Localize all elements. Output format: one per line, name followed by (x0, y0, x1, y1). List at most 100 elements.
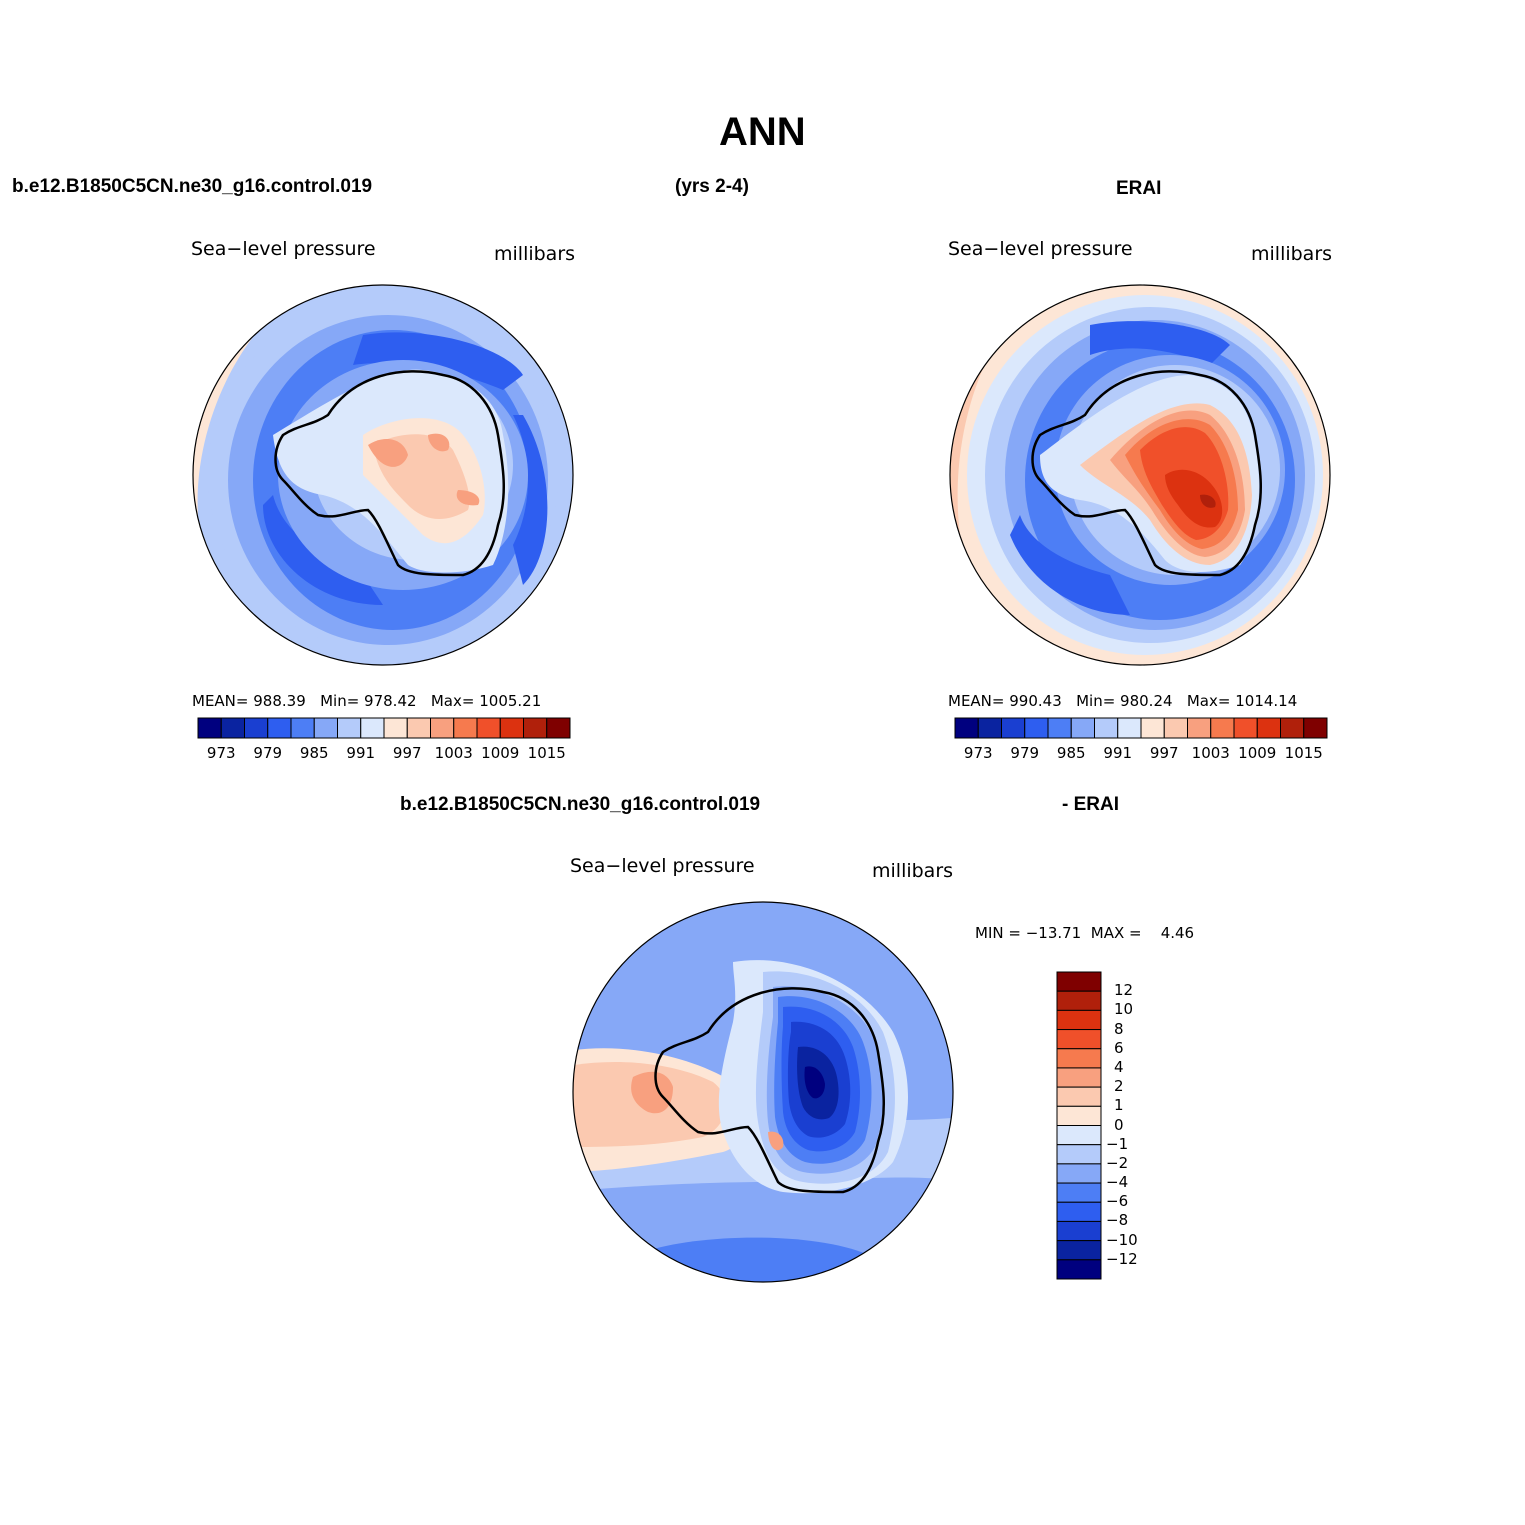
colorbar-swatch (1024, 717, 1049, 739)
colorbar-tick-label: 973 (963, 744, 993, 762)
colorbar-swatch (1056, 1240, 1102, 1261)
max-label: MAX = (1090, 924, 1142, 942)
colorbar-swatch (546, 717, 571, 739)
colorbar-tick-label: 991 (346, 744, 376, 762)
colorbar-swatch (1280, 717, 1305, 739)
colorbar-swatch (977, 717, 1002, 739)
colorbar-swatch (244, 717, 269, 739)
colorbar-swatch (1094, 717, 1119, 739)
colorbar-swatch (1056, 971, 1102, 992)
colorbar-swatch (1056, 1086, 1102, 1107)
model-stats: MEAN= 988.39 Min= 978.42 Max= 1005.21 (192, 692, 541, 710)
colorbar-swatch (1163, 717, 1188, 739)
diff-colorbar (1056, 971, 1102, 1280)
colorbar-tick-label: −6 (1106, 1192, 1129, 1211)
colorbar-tick-label: −2 (1106, 1153, 1129, 1172)
obs-name-label: ERAI (1116, 178, 1162, 199)
colorbar-swatch (1047, 717, 1072, 739)
model-units-label: millibars (494, 243, 576, 265)
colorbar-swatch (1233, 717, 1258, 739)
colorbar-swatch (1056, 1220, 1102, 1242)
obs-colorbar-labels: 973 979 985 991 997 1003 1009 1015 (955, 744, 1327, 764)
colorbar-swatch (430, 717, 455, 739)
colorbar-swatch (360, 717, 385, 739)
colorbar-swatch (290, 717, 315, 739)
colorbar-tick-label: −1 (1106, 1134, 1129, 1153)
colorbar-tick-label: 1009 (1238, 744, 1277, 762)
diff-case-name-label: b.e12.B1850C5CN.ne30_g16.control.019 (400, 794, 761, 815)
colorbar-swatch (954, 717, 979, 739)
model-variable-label: Sea−level pressure (191, 238, 376, 260)
max-value: 4.46 (1160, 924, 1195, 942)
diff-stats: MIN = −13.71 MAX = 4.46 (975, 924, 1194, 942)
colorbar-swatch (1187, 717, 1212, 739)
colorbar-swatch (1256, 717, 1281, 739)
colorbar-tick-label: 8 (1114, 1019, 1124, 1038)
model-colorbar-labels: 973 979 985 991 997 1003 1009 1015 (198, 744, 570, 764)
colorbar-tick-label: 997 (1149, 744, 1179, 762)
mean-value: 988.39 (253, 692, 306, 710)
colorbar-tick-label: 1003 (1191, 744, 1230, 762)
mean-label: MEAN= (948, 692, 1005, 710)
colorbar-tick-label: 1015 (1284, 744, 1323, 762)
colorbar-tick-label: −8 (1106, 1211, 1129, 1230)
colorbar-tick-label: 10 (1114, 1000, 1134, 1019)
diff-polar-map (572, 901, 954, 1283)
colorbar-swatch (313, 717, 338, 739)
colorbar-tick-label: −4 (1106, 1173, 1129, 1192)
colorbar-tick-label: −12 (1106, 1249, 1138, 1268)
colorbar-tick-label: 4 (1114, 1057, 1124, 1076)
mean-label: MEAN= (192, 692, 249, 710)
colorbar-swatch (1056, 1201, 1102, 1222)
colorbar-tick-label: 12 (1114, 981, 1134, 1000)
colorbar-swatch (1056, 1144, 1102, 1165)
colorbar-swatch (1001, 717, 1026, 739)
colorbar-swatch (1070, 717, 1095, 739)
obs-polar-map (949, 284, 1331, 666)
colorbar-swatch (1140, 717, 1165, 739)
colorbar-tick-label: 0 (1114, 1115, 1124, 1134)
colorbar-tick-label: 985 (1056, 744, 1086, 762)
colorbar-tick-label: 1003 (434, 744, 473, 762)
obs-colorbar (954, 717, 1328, 739)
colorbar-swatch (337, 717, 362, 739)
colorbar-swatch (523, 717, 548, 739)
colorbar-swatch (1056, 1125, 1102, 1146)
colorbar-swatch (1056, 1009, 1102, 1031)
colorbar-swatch (1056, 990, 1102, 1011)
obs-units-label: millibars (1251, 243, 1333, 265)
colorbar-swatch (476, 717, 501, 739)
min-label: Min= (1076, 692, 1116, 710)
colorbar-tick-label: 1015 (527, 744, 566, 762)
obs-variable-label: Sea−level pressure (948, 238, 1133, 260)
colorbar-swatch (1056, 1105, 1102, 1126)
colorbar-tick-label: 979 (1010, 744, 1040, 762)
years-label: (yrs 2-4) (675, 176, 749, 197)
colorbar-swatch (1056, 1048, 1102, 1069)
min-value: −13.71 (1025, 924, 1082, 942)
min-label: MIN = (975, 924, 1021, 942)
diff-units-label: millibars (872, 860, 954, 882)
mean-value: 990.43 (1009, 692, 1062, 710)
colorbar-swatch (453, 717, 478, 739)
diff-obs-name-label: - ERAI (1062, 794, 1119, 815)
colorbar-tick-label: 979 (253, 744, 283, 762)
min-label: Min= (320, 692, 360, 710)
colorbar-swatch (197, 717, 222, 739)
colorbar-swatch (1056, 1259, 1102, 1280)
colorbar-tick-label: 1 (1114, 1096, 1124, 1115)
colorbar-tick-label: 1009 (481, 744, 520, 762)
min-value: 980.24 (1120, 692, 1173, 710)
max-label: Max= (1186, 692, 1231, 710)
colorbar-swatch (499, 717, 524, 739)
max-value: 1014.14 (1235, 692, 1298, 710)
min-value: 978.42 (364, 692, 417, 710)
colorbar-swatch (1056, 1029, 1102, 1050)
diff-colorbar-labels: 12 10 8 6 4 2 1 0 −1 −2 −4 −6 −8 −10 −12 (1106, 971, 1166, 1280)
colorbar-swatch (1056, 1067, 1102, 1088)
colorbar-tick-label: 991 (1103, 744, 1133, 762)
model-colorbar (197, 717, 571, 739)
colorbar-swatch (1056, 1182, 1102, 1203)
obs-stats: MEAN= 990.43 Min= 980.24 Max= 1014.14 (948, 692, 1297, 710)
colorbar-swatch (267, 717, 292, 739)
